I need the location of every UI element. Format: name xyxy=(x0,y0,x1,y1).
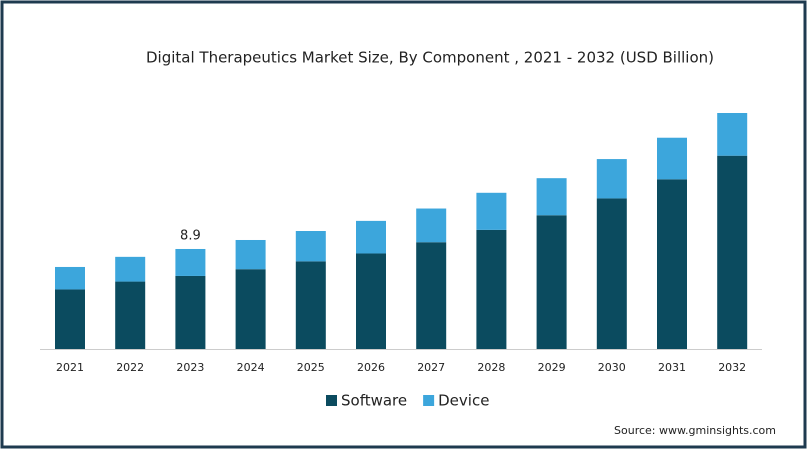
x-tick-label: 2027 xyxy=(417,361,445,374)
bar-segment xyxy=(235,239,266,270)
bar-segment xyxy=(356,220,386,254)
x-tick-label: 2032 xyxy=(718,361,746,374)
bar-segment xyxy=(295,231,326,262)
bar-segment xyxy=(356,253,386,349)
bar-segment xyxy=(596,198,627,349)
bar-segment xyxy=(596,159,627,199)
x-tick-label: 2026 xyxy=(357,361,385,374)
bar-segment xyxy=(416,242,447,349)
bar-segment xyxy=(657,137,687,180)
annotation: 8.9 xyxy=(180,228,201,243)
bar-segment xyxy=(235,269,266,349)
bar-segment xyxy=(175,248,206,276)
legend-swatch xyxy=(326,395,337,406)
x-tick-label: 2023 xyxy=(176,361,204,374)
x-tick-label: 2025 xyxy=(297,361,325,374)
bar-segment xyxy=(55,266,85,290)
x-tick-label: 2029 xyxy=(538,361,566,374)
x-tick-label: 2031 xyxy=(658,361,686,374)
x-tick-label: 2022 xyxy=(116,361,144,374)
bar-segment xyxy=(295,261,326,349)
source: Source: www.gminsights.com xyxy=(614,424,776,437)
bar-segment xyxy=(416,208,447,243)
bar-segment xyxy=(476,192,507,230)
bar-segment xyxy=(657,179,687,349)
bar-segment xyxy=(476,229,507,349)
legend-label: Device xyxy=(438,392,489,410)
bar-segment xyxy=(536,215,567,349)
x-tick-label: 2024 xyxy=(237,361,265,374)
x-tick-label: 2028 xyxy=(477,361,505,374)
x-tick-label: 2030 xyxy=(598,361,626,374)
bar-segment xyxy=(536,178,567,216)
legend-label: Software xyxy=(341,392,407,410)
bar-segment xyxy=(115,256,146,282)
x-tick-label: 2021 xyxy=(56,361,84,374)
legend-swatch xyxy=(423,395,435,406)
bar-segment xyxy=(55,289,85,349)
bar-segment xyxy=(717,113,748,156)
bar-segment xyxy=(115,281,146,349)
bar-segment xyxy=(717,155,748,349)
bar-segment xyxy=(175,275,206,349)
chart-title: Digital Therapeutics Market Size, By Com… xyxy=(146,49,714,67)
